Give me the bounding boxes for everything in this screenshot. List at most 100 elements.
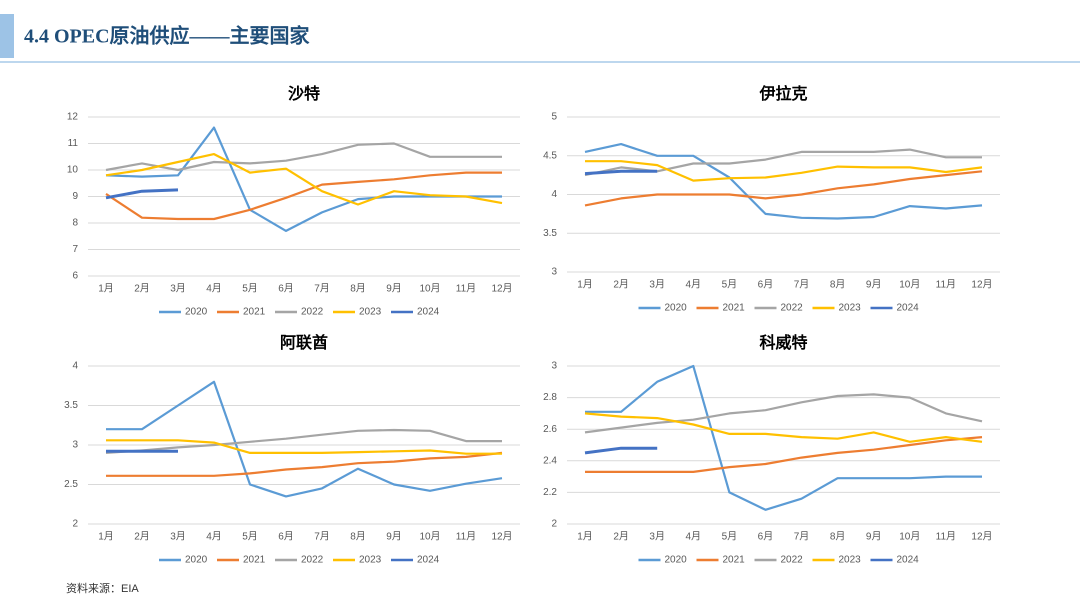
series-line [105,153,503,206]
x-tick-label: 3月 [170,531,186,543]
legend-label: 2021 [243,307,266,318]
x-tick-label: 2月 [134,283,150,295]
y-tick-label: 2.4 [543,455,557,466]
y-tick-label: 5 [551,112,557,123]
series-line [585,436,983,473]
x-tick-label: 7月 [794,279,810,291]
series-line [105,188,179,200]
x-tick-label: 11月 [936,279,956,291]
x-tick-label: 7月 [314,283,330,295]
y-tick-label: 7 [72,244,78,255]
x-tick-label: 11月 [456,283,476,295]
y-tick-label: 3 [551,267,557,278]
header-mark [0,14,14,58]
series-line [584,170,983,207]
x-tick-label: 11月 [456,531,476,543]
x-tick-label: 7月 [314,531,330,543]
x-tick-label: 9月 [386,283,402,295]
series-line [584,446,658,455]
x-tick-label: 8月 [350,283,366,295]
chart-title: 阿联酋 [280,333,328,352]
x-tick-label: 5月 [242,283,258,295]
legend-label: 2022 [301,555,324,566]
y-tick-label: 3.5 [64,400,78,411]
y-tick-label: 2.2 [543,487,557,498]
legend-label: 2022 [781,555,804,566]
legend-label: 2020 [665,555,688,566]
x-tick-label: 5月 [242,531,258,543]
y-tick-label: 2 [72,519,78,530]
x-tick-label: 8月 [830,279,846,291]
series-line [105,171,502,221]
legend-label: 2023 [359,555,382,566]
x-tick-label: 3月 [649,279,665,291]
x-tick-label: 2月 [134,531,150,543]
x-tick-label: 4月 [206,531,222,543]
x-tick-label: 6月 [758,531,774,543]
legend-label: 2024 [897,303,920,314]
legend-label: 2023 [359,307,382,318]
series-line [105,428,502,454]
x-tick-label: 8月 [350,531,366,543]
series-line [106,451,503,477]
x-tick-label: 2月 [613,531,629,543]
y-tick-label: 2.8 [543,392,557,403]
x-tick-label: 9月 [386,531,402,543]
x-tick-label: 1月 [577,279,593,291]
chart-title: 伊拉克 [758,84,807,103]
series-line [105,142,502,172]
x-tick-label: 5月 [722,279,738,291]
legend-label: 2021 [723,555,746,566]
x-tick-label: 6月 [278,283,294,295]
x-tick-label: 12月 [971,279,992,291]
x-tick-label: 8月 [830,531,846,543]
y-tick-label: 10 [67,165,79,176]
x-tick-label: 9月 [866,279,882,291]
y-tick-label: 3.5 [543,228,557,239]
series-line [584,412,983,443]
y-tick-label: 2.6 [543,424,557,435]
x-tick-label: 7月 [794,531,810,543]
x-tick-label: 10月 [419,531,440,543]
y-tick-label: 3 [72,440,78,451]
chart-title: 沙特 [288,84,320,103]
legend-label: 2022 [301,307,324,318]
x-tick-label: 1月 [98,531,114,543]
x-tick-label: 11月 [936,531,956,543]
legend-label: 2020 [185,555,208,566]
x-tick-label: 3月 [649,531,665,543]
x-tick-label: 10月 [899,279,920,291]
y-tick-label: 11 [68,138,79,149]
y-tick-label: 2.5 [64,479,78,490]
legend-label: 2024 [417,555,440,566]
series-line [584,169,658,176]
x-tick-label: 1月 [577,531,593,543]
y-tick-label: 9 [72,191,78,202]
y-tick-label: 12 [67,112,79,123]
x-tick-label: 10月 [899,531,920,543]
series-line [585,160,983,182]
x-tick-label: 4月 [686,279,702,291]
legend-label: 2023 [839,303,862,314]
x-tick-label: 2月 [613,279,629,291]
series-line [584,393,983,434]
y-tick-label: 4 [551,189,557,200]
x-tick-label: 12月 [971,531,992,543]
legend-label: 2024 [897,555,920,566]
y-tick-label: 2 [551,519,557,530]
y-tick-label: 8 [72,218,78,229]
legend-label: 2024 [417,307,440,318]
x-tick-label: 4月 [206,283,222,295]
legend-label: 2020 [185,307,208,318]
legend-label: 2021 [243,555,266,566]
x-tick-label: 9月 [866,531,882,543]
x-tick-label: 6月 [758,279,774,291]
series-line [585,364,982,511]
x-tick-label: 10月 [419,283,440,295]
legend-label: 2021 [723,303,746,314]
y-tick-label: 3 [551,361,557,372]
x-tick-label: 1月 [98,283,114,295]
x-tick-label: 5月 [722,531,738,543]
